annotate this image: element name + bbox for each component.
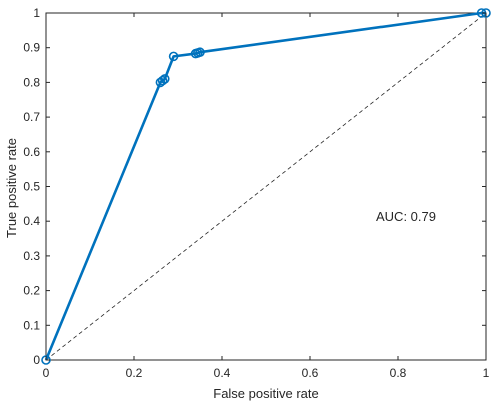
y-tick-label: 0.9 <box>23 41 40 55</box>
y-tick-label: 0.1 <box>23 318 40 332</box>
x-tick-label: 0.8 <box>390 366 407 380</box>
y-axis-title: True positive rate <box>4 138 19 238</box>
y-tick-label: 0.2 <box>23 284 40 298</box>
y-tick-label: 0.6 <box>23 145 40 159</box>
chance-diagonal-line <box>45 12 487 361</box>
x-tick-label: 1 <box>483 366 490 380</box>
x-tick-label: 0.2 <box>126 366 143 380</box>
x-tick-label: 0.4 <box>214 366 231 380</box>
x-axis-title: False positive rate <box>213 386 319 401</box>
plot-area <box>41 8 491 365</box>
roc-point-marker <box>168 51 179 62</box>
roc-point-marker <box>157 75 168 86</box>
y-tick-label: 0.4 <box>23 214 40 228</box>
roc-point-marker <box>195 47 205 58</box>
auc-annotation: AUC: 0.79 <box>376 209 436 224</box>
y-tick-label: 0.3 <box>23 249 40 263</box>
x-tick-label: 0 <box>43 366 50 380</box>
y-tick-label: 1 <box>33 6 40 20</box>
y-tick-label: 0.8 <box>23 75 40 89</box>
roc-point-marker <box>160 74 170 84</box>
x-tick-label: 0.6 <box>302 366 319 380</box>
y-tick-label: 0.7 <box>23 110 40 124</box>
y-tick-label: 0.5 <box>23 180 40 194</box>
y-tick-label: 0 <box>33 353 40 367</box>
axis-ticks: 0 0.2 0.4 0.6 0.8 1 0 0.1 0.2 0.3 0.4 0.5 0.6 0.7 0.8 0… <box>23 6 489 380</box>
